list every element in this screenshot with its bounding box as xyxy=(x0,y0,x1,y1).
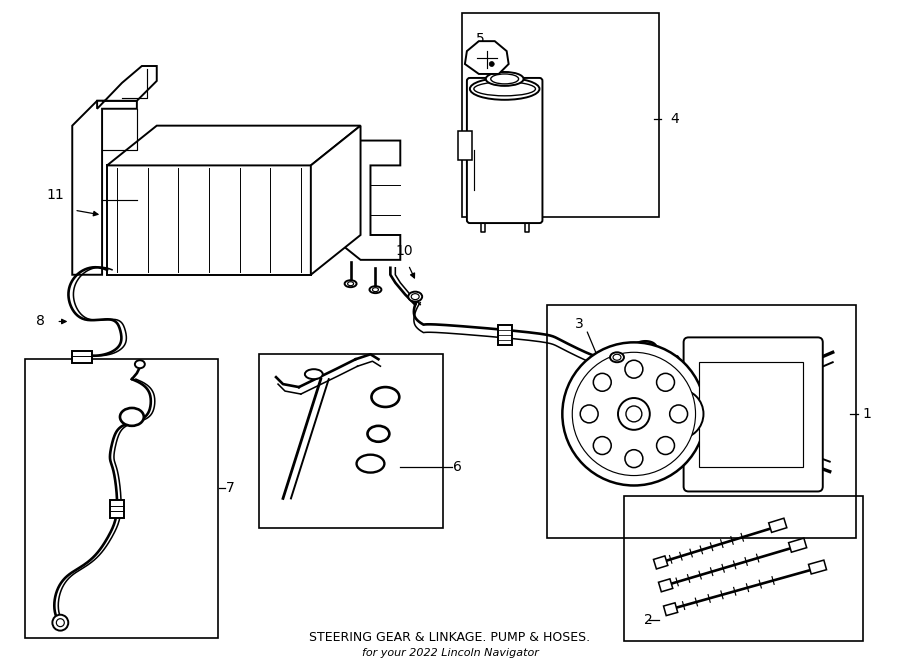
FancyBboxPatch shape xyxy=(684,337,823,492)
Polygon shape xyxy=(107,165,310,275)
Text: 11: 11 xyxy=(47,188,64,202)
Bar xyxy=(498,325,511,345)
Bar xyxy=(110,500,124,518)
Ellipse shape xyxy=(486,72,524,86)
Circle shape xyxy=(625,360,643,378)
Circle shape xyxy=(653,389,704,439)
Polygon shape xyxy=(72,100,137,275)
Bar xyxy=(462,13,659,217)
Circle shape xyxy=(562,342,706,485)
Text: STEERING GEAR & LINKAGE. PUMP & HOSES.: STEERING GEAR & LINKAGE. PUMP & HOSES. xyxy=(310,631,590,644)
Bar xyxy=(769,518,787,532)
Text: 7: 7 xyxy=(226,481,235,496)
Circle shape xyxy=(572,352,696,475)
Text: for your 2022 Lincoln Navigator: for your 2022 Lincoln Navigator xyxy=(362,648,538,658)
Bar xyxy=(788,538,806,552)
Bar xyxy=(808,560,826,574)
Ellipse shape xyxy=(490,61,494,67)
Ellipse shape xyxy=(345,280,356,287)
Bar xyxy=(624,496,862,641)
Ellipse shape xyxy=(356,455,384,473)
Text: 4: 4 xyxy=(670,112,680,126)
Text: 10: 10 xyxy=(395,244,413,258)
Polygon shape xyxy=(107,126,361,165)
Circle shape xyxy=(57,619,64,627)
Ellipse shape xyxy=(474,82,536,96)
Ellipse shape xyxy=(305,369,323,379)
Bar xyxy=(259,354,443,528)
Circle shape xyxy=(593,373,611,391)
Polygon shape xyxy=(465,41,508,74)
Text: 1: 1 xyxy=(862,407,871,421)
Bar xyxy=(547,305,856,538)
Ellipse shape xyxy=(411,293,419,299)
Bar xyxy=(458,131,472,161)
Circle shape xyxy=(657,373,674,391)
Bar xyxy=(653,556,668,569)
Ellipse shape xyxy=(347,282,354,286)
Text: 6: 6 xyxy=(453,459,462,474)
Polygon shape xyxy=(310,141,400,260)
Text: 3: 3 xyxy=(575,317,583,331)
Bar xyxy=(72,351,92,364)
Polygon shape xyxy=(97,66,157,109)
Circle shape xyxy=(593,437,611,455)
Text: 9: 9 xyxy=(670,354,680,368)
Polygon shape xyxy=(310,126,361,275)
Circle shape xyxy=(626,406,642,422)
Ellipse shape xyxy=(372,387,400,407)
Circle shape xyxy=(657,437,674,455)
Ellipse shape xyxy=(409,292,422,301)
Text: 2: 2 xyxy=(644,613,653,627)
Ellipse shape xyxy=(491,74,518,84)
Bar xyxy=(659,579,673,592)
Ellipse shape xyxy=(370,286,382,293)
Ellipse shape xyxy=(373,288,378,292)
Ellipse shape xyxy=(613,354,621,360)
Ellipse shape xyxy=(470,78,539,100)
FancyBboxPatch shape xyxy=(467,78,543,223)
Ellipse shape xyxy=(135,360,145,368)
Bar xyxy=(24,359,219,638)
Bar xyxy=(698,362,803,467)
Ellipse shape xyxy=(610,352,624,362)
Text: 8: 8 xyxy=(35,315,44,329)
Circle shape xyxy=(625,449,643,467)
Circle shape xyxy=(670,405,688,423)
Bar xyxy=(663,603,678,615)
Text: 5: 5 xyxy=(475,32,484,46)
Circle shape xyxy=(52,615,68,631)
Ellipse shape xyxy=(367,426,390,442)
Circle shape xyxy=(580,405,598,423)
Ellipse shape xyxy=(120,408,144,426)
Circle shape xyxy=(618,398,650,430)
